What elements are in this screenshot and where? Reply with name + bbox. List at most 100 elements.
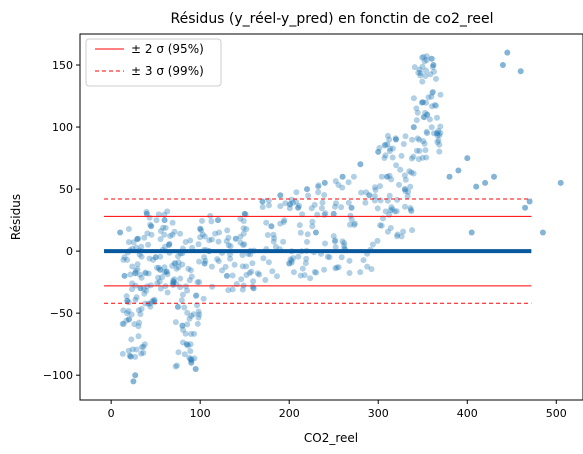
scatter-point: [299, 265, 306, 272]
scatter-point: [366, 192, 373, 199]
scatter-point: [237, 215, 244, 222]
scatter-point: [416, 66, 423, 73]
scatter-point: [192, 292, 199, 299]
scatter-point: [125, 347, 132, 354]
scatter-point: [402, 203, 408, 210]
scatter-point: [190, 311, 197, 318]
scatter-point: [274, 273, 280, 280]
scatter-point: [409, 136, 416, 143]
scatter-point: [473, 183, 480, 190]
scatter-point: [386, 136, 393, 143]
scatter-point: [219, 267, 225, 274]
scatter-point: [169, 231, 176, 238]
scatter-point: [138, 243, 145, 250]
y-tick-label: −100: [43, 369, 73, 382]
scatter-point: [368, 266, 375, 273]
scatter-point: [154, 280, 161, 287]
scatter-point: [127, 271, 134, 278]
scatter-point: [491, 173, 497, 180]
scatter-point: [401, 172, 408, 179]
scatter-point: [539, 229, 546, 236]
scatter-point: [188, 331, 194, 337]
scatter-point: [187, 237, 194, 244]
scatter-point: [178, 297, 185, 304]
scatter-point: [387, 207, 394, 214]
scatter-point: [429, 88, 436, 95]
scatter-point: [160, 224, 167, 231]
scatter-point: [380, 215, 386, 222]
scatter-point: [131, 321, 138, 328]
scatter-point: [381, 155, 388, 161]
scatter-point: [133, 346, 140, 353]
scatter-point: [171, 260, 178, 267]
scatter-point: [125, 226, 132, 232]
scatter-point: [194, 320, 201, 327]
scatter-point: [346, 257, 353, 264]
scatter-point: [311, 269, 318, 275]
scatter-point: [132, 372, 139, 379]
scatter-point: [224, 227, 231, 234]
scatter-point: [280, 238, 287, 245]
scatter-point: [199, 217, 205, 224]
scatter-point: [330, 210, 337, 217]
scatter-point: [141, 341, 148, 348]
scatter-point: [414, 135, 421, 142]
scatter-point: [225, 242, 232, 249]
scatter-point: [177, 275, 184, 282]
scatter-point: [407, 183, 414, 190]
scatter-point: [175, 259, 182, 266]
scatter-point: [331, 238, 338, 245]
scatter-layer: [117, 49, 564, 385]
scatter-point: [128, 311, 135, 318]
scatter-point: [138, 306, 145, 312]
y-tick-label: 50: [59, 183, 73, 196]
scatter-point: [315, 189, 322, 196]
scatter-point: [308, 205, 315, 212]
scatter-point: [186, 277, 193, 284]
scatter-point: [302, 260, 309, 267]
scatter-point: [227, 243, 234, 250]
scatter-point: [393, 162, 400, 169]
scatter-point: [243, 272, 250, 278]
scatter-point: [156, 278, 163, 285]
scatter-point: [132, 296, 139, 303]
scatter-point: [295, 204, 302, 211]
scatter-point: [339, 238, 346, 245]
scatter-point: [287, 201, 293, 207]
scatter-point: [161, 264, 168, 271]
scatter-point: [420, 138, 427, 145]
scatter-point: [237, 239, 244, 246]
scatter-point: [419, 78, 426, 85]
scatter-point: [281, 217, 288, 224]
scatter-point: [295, 253, 302, 260]
scatter-point: [378, 173, 385, 180]
scatter-point: [386, 148, 393, 155]
scatter-point: [416, 147, 423, 154]
scatter-point: [132, 353, 139, 360]
scatter-point: [413, 117, 420, 124]
scatter-point: [413, 105, 420, 112]
scatter-point: [415, 156, 422, 163]
scatter-point: [414, 109, 421, 116]
scatter-point: [259, 204, 266, 210]
scatter-point: [305, 192, 312, 199]
scatter-point: [464, 155, 471, 162]
scatter-point: [208, 263, 215, 270]
scatter-point: [191, 330, 198, 337]
scatter-point: [299, 211, 306, 218]
scatter-point: [345, 179, 352, 186]
scatter-point: [293, 189, 300, 196]
scatter-point: [175, 253, 181, 260]
scatter-point: [259, 198, 266, 205]
scatter-point: [164, 208, 171, 215]
scatter-point: [185, 265, 192, 272]
scatter-point: [169, 219, 176, 226]
scatter-region: [376, 132, 417, 240]
scatter-point: [384, 132, 391, 139]
scatter-point: [297, 229, 304, 236]
scatter-point: [172, 319, 179, 326]
scatter-point: [339, 184, 346, 191]
scatter-point: [338, 254, 345, 261]
scatter-point: [117, 229, 124, 236]
scatter-point: [195, 314, 202, 321]
